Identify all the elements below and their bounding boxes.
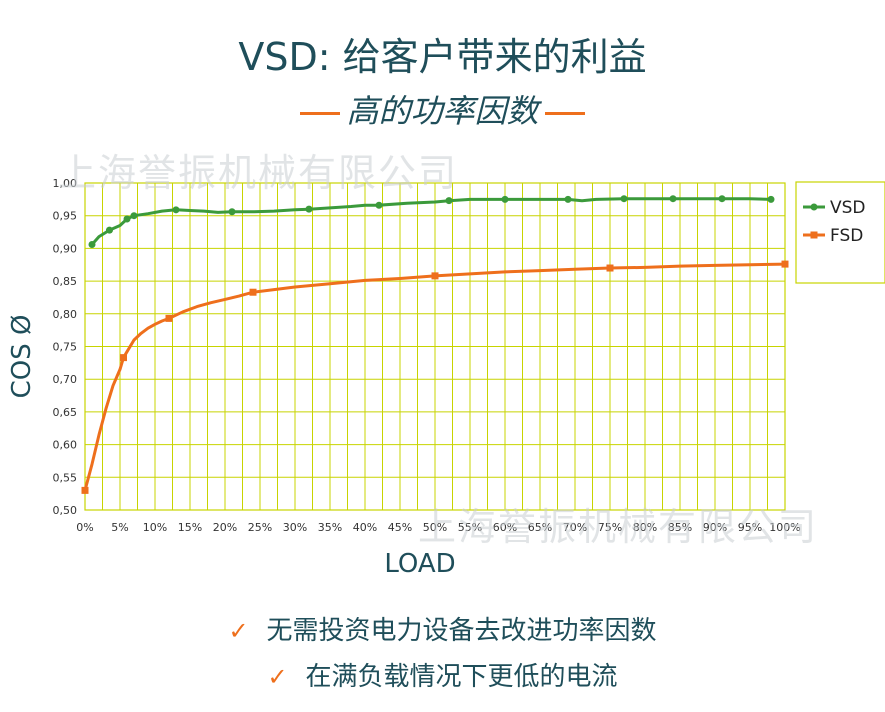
y-tick-label: 0,60 <box>53 439 78 452</box>
data-point-vsd <box>669 195 677 203</box>
data-point-vsd <box>445 197 453 205</box>
subtitle-text: 高的功率因数 <box>346 92 539 130</box>
bullet-text: 在满负载情况下更低的电流 <box>305 662 618 692</box>
data-point-vsd <box>106 226 113 234</box>
y-tick-label: 1,00 <box>53 177 78 190</box>
x-tick-label: 30% <box>283 521 307 534</box>
check-icon: ✓ <box>228 617 249 645</box>
y-tick-label: 0,70 <box>53 373 78 386</box>
x-tick-label: 90% <box>703 521 727 534</box>
x-tick-label: 60% <box>493 521 517 534</box>
x-tick-label: 35% <box>318 521 342 534</box>
data-point-fsd <box>249 288 257 296</box>
x-tick-label: 50% <box>423 521 447 534</box>
x-tick-label: 70% <box>563 521 587 534</box>
y-tick-label: 0,65 <box>53 406 78 419</box>
x-axis-label: LOAD <box>384 549 455 579</box>
x-tick-label: 65% <box>528 521 552 534</box>
page-subtitle: 高的功率因数 <box>0 86 885 132</box>
y-tick-label: 0,50 <box>53 504 78 517</box>
data-point-fsd <box>120 354 127 362</box>
watermark-top: 上海誉振机械有限公司 <box>58 151 459 195</box>
subtitle-right-dash <box>544 111 585 115</box>
data-point-fsd <box>81 486 89 494</box>
x-tick-label: 75% <box>598 521 622 534</box>
data-point-vsd <box>228 208 236 216</box>
data-point-vsd <box>501 195 509 203</box>
data-point-vsd <box>305 205 313 213</box>
data-point-fsd <box>431 272 439 280</box>
data-point-vsd <box>718 195 726 203</box>
x-tick-label: 95% <box>738 521 762 534</box>
data-point-vsd <box>88 240 96 248</box>
x-tick-label: 100% <box>769 521 800 534</box>
x-tick-label: 85% <box>668 521 692 534</box>
x-tick-label: 80% <box>633 521 657 534</box>
data-point-fsd <box>781 260 789 268</box>
y-tick-label: 0,80 <box>53 308 78 321</box>
bullet-item: ✓ 在满负载情况下更低的电流 <box>0 656 885 693</box>
data-point-fsd <box>606 264 614 272</box>
data-point-vsd <box>172 206 180 214</box>
data-point-vsd <box>375 201 383 209</box>
y-axis-label: COS Ø <box>7 315 37 399</box>
legend-label-vsd: VSD <box>830 198 866 218</box>
x-tick-label: 15% <box>178 521 202 534</box>
x-tick-label: 25% <box>248 521 272 534</box>
data-point-vsd <box>123 215 131 223</box>
data-point-vsd <box>767 195 775 203</box>
x-tick-label: 0% <box>76 521 93 534</box>
y-tick-label: 0,85 <box>53 275 78 288</box>
x-tick-label: 10% <box>143 521 167 534</box>
y-tick-label: 0,75 <box>53 341 78 354</box>
y-tick-label: 0,95 <box>53 210 78 223</box>
data-point-vsd <box>564 195 572 203</box>
watermark-bottom: 上海誉振机械有限公司 <box>418 505 819 549</box>
subtitle-left-dash <box>300 111 341 115</box>
legend-marker-fsd <box>810 231 818 239</box>
data-point-fsd <box>165 314 173 322</box>
x-tick-label: 55% <box>458 521 482 534</box>
data-point-vsd <box>130 212 138 220</box>
page-title: VSD: 给客户带来的利益 <box>238 35 647 79</box>
y-tick-label: 0,55 <box>53 471 78 484</box>
y-tick-label: 0,90 <box>53 242 78 255</box>
bullet-item: ✓ 无需投资电力设备去改进功率因数 <box>0 610 885 647</box>
x-tick-label: 40% <box>353 521 377 534</box>
legend-marker-vsd <box>810 203 818 211</box>
power-factor-chart: 0,50 0,55 0,60 0,65 0,70 0,75 0,80 0,85 0,90 0,95… <box>7 177 885 579</box>
legend-label-fsd: FSD <box>830 226 863 246</box>
data-point-vsd <box>620 195 628 203</box>
check-icon: ✓ <box>267 663 288 691</box>
x-tick-label: 5% <box>111 521 128 534</box>
x-tick-label: 20% <box>213 521 237 534</box>
x-tick-label: 45% <box>388 521 412 534</box>
bullet-text: 无需投资电力设备去改进功率因数 <box>266 616 657 646</box>
